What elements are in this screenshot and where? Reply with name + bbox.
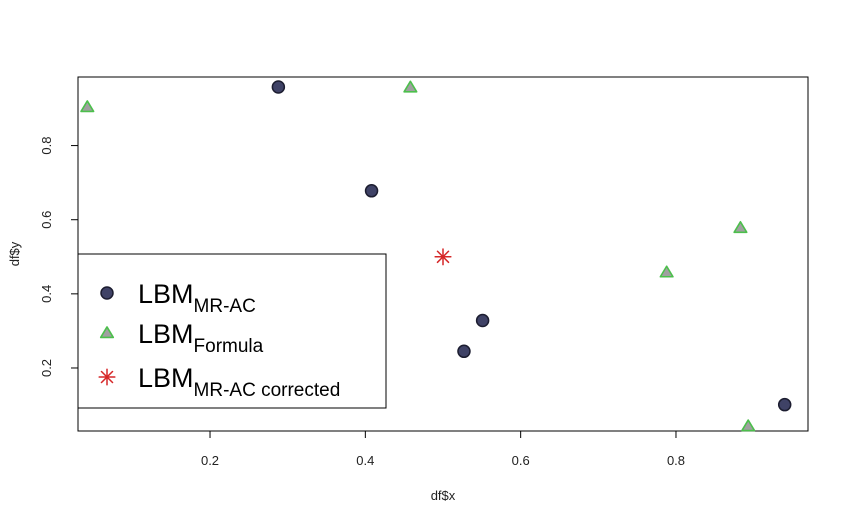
x-tick-label: 0.2 bbox=[201, 453, 219, 468]
legend-label-subscript: MR-AC bbox=[194, 296, 256, 317]
x-tick-label: 0.8 bbox=[667, 453, 685, 468]
x-tick-label: 0.4 bbox=[356, 453, 374, 468]
data-point-triangle bbox=[80, 100, 95, 113]
y-tick-label: 0.8 bbox=[39, 137, 54, 155]
legend-marker-triangle bbox=[99, 326, 115, 339]
y-axis-title: df$y bbox=[7, 241, 22, 266]
data-point-circle bbox=[364, 184, 379, 198]
series-2 bbox=[434, 248, 452, 266]
data-point-circle bbox=[271, 80, 286, 94]
data-point-triangle bbox=[659, 265, 674, 278]
legend-marker-circle bbox=[100, 286, 114, 300]
y-tick-label: 0.6 bbox=[39, 211, 54, 229]
data-point-circle bbox=[475, 313, 490, 328]
y-axis: 0.2 0.4 0.6 0.8 bbox=[39, 137, 79, 377]
data-point-circle bbox=[777, 397, 792, 412]
data-point-triangle bbox=[741, 419, 756, 432]
x-axis-title: df$x bbox=[431, 488, 456, 503]
data-points bbox=[80, 80, 792, 432]
legend-box bbox=[77, 253, 387, 409]
data-point-circle bbox=[457, 344, 471, 359]
series-1 bbox=[80, 80, 756, 432]
legend-label-subscript: MR-AC corrected bbox=[194, 380, 341, 401]
legend-label-subscript: Formula bbox=[194, 336, 264, 357]
y-tick-label: 0.2 bbox=[39, 359, 54, 377]
y-tick-label: 0.4 bbox=[39, 285, 54, 303]
data-point-triangle bbox=[733, 220, 748, 234]
data-point-triangle bbox=[403, 80, 418, 93]
data-point-asterisk bbox=[434, 248, 452, 266]
series-0 bbox=[271, 80, 792, 412]
legend-marker-asterisk bbox=[98, 368, 116, 386]
x-tick-label: 0.6 bbox=[512, 453, 530, 468]
x-axis: 0.2 0.4 0.6 0.8 bbox=[201, 430, 685, 468]
